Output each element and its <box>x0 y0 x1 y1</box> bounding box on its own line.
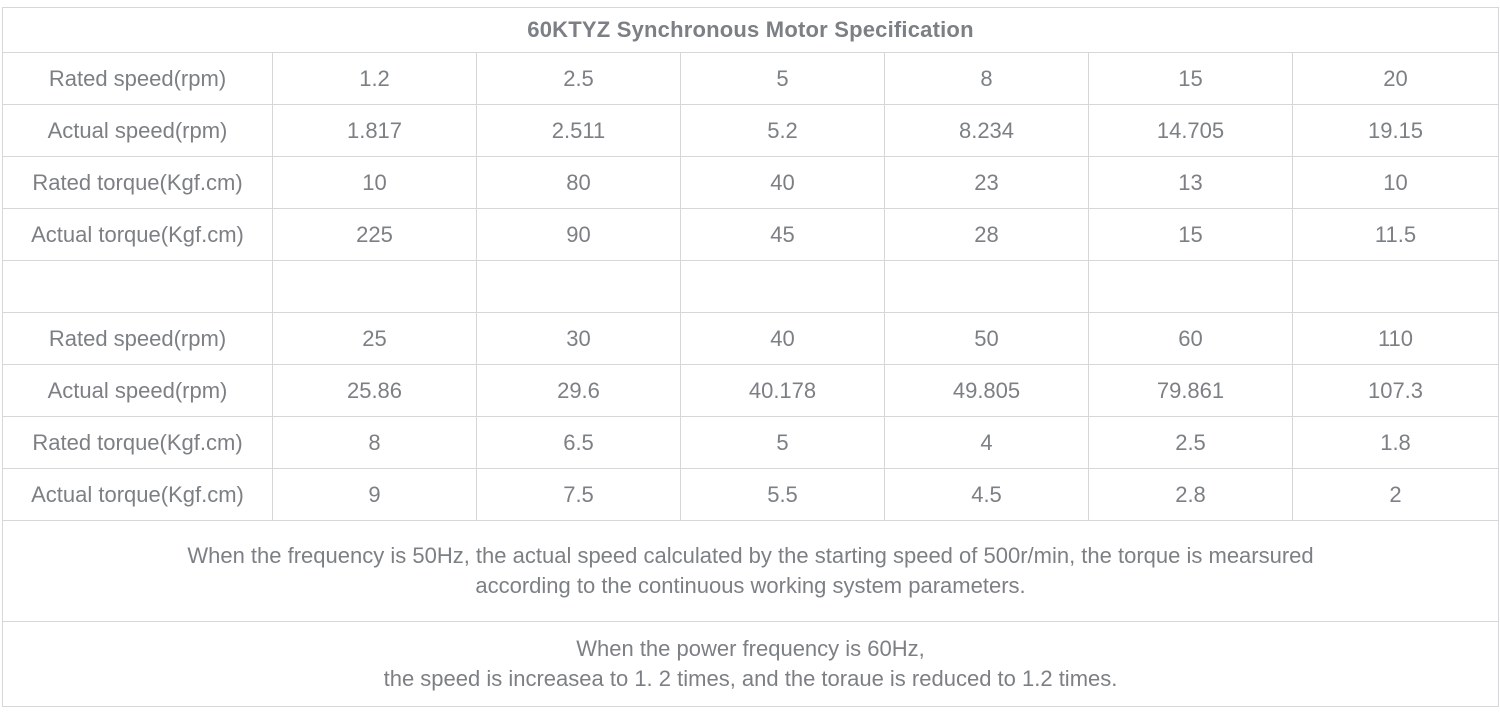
row-label: Actual speed(rpm) <box>2 104 273 157</box>
spec-value: 60 <box>1088 312 1293 365</box>
spec-value: 40 <box>680 156 885 209</box>
spec-value: 10 <box>272 156 477 209</box>
row-label: Rated torque(Kgf.cm) <box>2 156 273 209</box>
spec-value: 11.5 <box>1292 208 1499 261</box>
table-row: Rated speed(rpm) 25 30 40 50 60 110 <box>2 312 1499 365</box>
spec-value <box>476 260 681 313</box>
spec-value: 49.805 <box>884 364 1089 417</box>
note-row-50hz: When the frequency is 50Hz, the actual s… <box>2 520 1499 622</box>
spec-value: 5 <box>680 52 885 105</box>
spec-value: 5 <box>680 416 885 469</box>
spec-value: 25 <box>272 312 477 365</box>
row-label: Rated speed(rpm) <box>2 52 273 105</box>
spec-value: 10 <box>1292 156 1499 209</box>
table-row: Rated torque(Kgf.cm) 8 6.5 5 4 2.5 1.8 <box>2 416 1499 469</box>
spec-value: 5.5 <box>680 468 885 521</box>
note-50hz: When the frequency is 50Hz, the actual s… <box>2 520 1499 622</box>
spec-value: 15 <box>1088 208 1293 261</box>
spec-value: 13 <box>1088 156 1293 209</box>
spec-value: 25.86 <box>272 364 477 417</box>
spec-value: 2.5 <box>476 52 681 105</box>
row-label: Rated speed(rpm) <box>2 312 273 365</box>
spec-value: 2.8 <box>1088 468 1293 521</box>
table-row: Actual torque(Kgf.cm) 225 90 45 28 15 11… <box>2 208 1499 261</box>
spec-value: 29.6 <box>476 364 681 417</box>
table-row: Actual speed(rpm) 25.86 29.6 40.178 49.8… <box>2 364 1499 417</box>
spec-value: 2.511 <box>476 104 681 157</box>
spec-value <box>884 260 1089 313</box>
table-row-spacer <box>2 260 1499 313</box>
spec-value: 23 <box>884 156 1089 209</box>
row-label: Actual speed(rpm) <box>2 364 273 417</box>
spec-value: 14.705 <box>1088 104 1293 157</box>
spec-value: 20 <box>1292 52 1499 105</box>
spec-value: 2 <box>1292 468 1499 521</box>
spec-value: 15 <box>1088 52 1293 105</box>
spec-value: 40 <box>680 312 885 365</box>
spec-value: 5.2 <box>680 104 885 157</box>
spec-value: 4 <box>884 416 1089 469</box>
title-row: 60KTYZ Synchronous Motor Specification <box>2 7 1499 53</box>
note-50hz-line1: When the frequency is 50Hz, the actual s… <box>187 543 1314 568</box>
spec-value: 79.861 <box>1088 364 1293 417</box>
spec-value: 8 <box>884 52 1089 105</box>
spec-value: 8.234 <box>884 104 1089 157</box>
spec-value <box>272 260 477 313</box>
spec-value: 1.8 <box>1292 416 1499 469</box>
table-row: Rated torque(Kgf.cm) 10 80 40 23 13 10 <box>2 156 1499 209</box>
table-row: Actual torque(Kgf.cm) 9 7.5 5.5 4.5 2.8 … <box>2 468 1499 521</box>
note-row-60hz: When the power frequency is 60Hz, the sp… <box>2 621 1499 707</box>
spec-value <box>1088 260 1293 313</box>
spec-value: 9 <box>272 468 477 521</box>
table-title: 60KTYZ Synchronous Motor Specification <box>2 7 1499 53</box>
note-60hz-line1: When the power frequency is 60Hz, <box>576 636 925 661</box>
spec-value: 6.5 <box>476 416 681 469</box>
spec-value <box>1292 260 1499 313</box>
row-label: Actual torque(Kgf.cm) <box>2 468 273 521</box>
spec-value: 110 <box>1292 312 1499 365</box>
spec-value: 107.3 <box>1292 364 1499 417</box>
spec-value: 7.5 <box>476 468 681 521</box>
spec-value: 45 <box>680 208 885 261</box>
row-label <box>2 260 273 313</box>
spec-value: 225 <box>272 208 477 261</box>
row-label: Actual torque(Kgf.cm) <box>2 208 273 261</box>
spec-value: 40.178 <box>680 364 885 417</box>
spec-value: 1.817 <box>272 104 477 157</box>
spec-value: 1.2 <box>272 52 477 105</box>
spec-table: 60KTYZ Synchronous Motor Specification R… <box>2 7 1499 707</box>
note-60hz-line2: the speed is increasea to 1. 2 times, an… <box>383 666 1118 691</box>
spec-value: 28 <box>884 208 1089 261</box>
spec-value <box>680 260 885 313</box>
table-row: Rated speed(rpm) 1.2 2.5 5 8 15 20 <box>2 52 1499 105</box>
spec-value: 4.5 <box>884 468 1089 521</box>
spec-value: 2.5 <box>1088 416 1293 469</box>
note-60hz: When the power frequency is 60Hz, the sp… <box>2 621 1499 707</box>
spec-value: 90 <box>476 208 681 261</box>
spec-value: 30 <box>476 312 681 365</box>
row-label: Rated torque(Kgf.cm) <box>2 416 273 469</box>
note-50hz-line2: according to the continuous working syst… <box>475 573 1026 598</box>
spec-value: 50 <box>884 312 1089 365</box>
spec-value: 80 <box>476 156 681 209</box>
spec-value: 19.15 <box>1292 104 1499 157</box>
spec-value: 8 <box>272 416 477 469</box>
table-row: Actual speed(rpm) 1.817 2.511 5.2 8.234 … <box>2 104 1499 157</box>
